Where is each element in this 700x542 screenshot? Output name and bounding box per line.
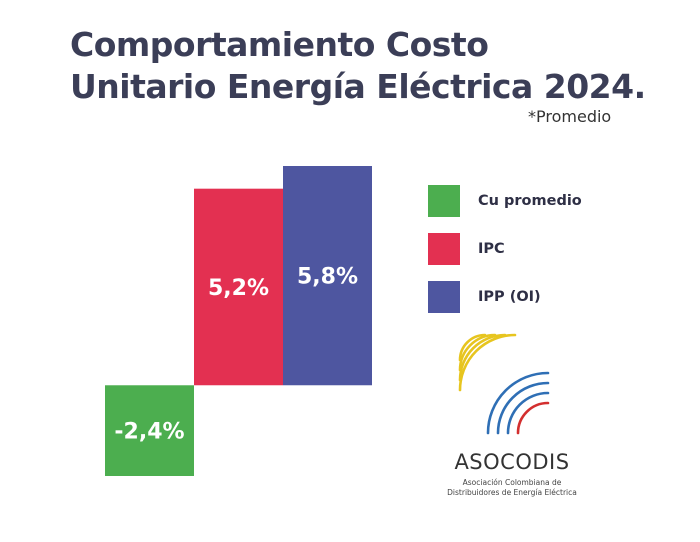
bar-ipc xyxy=(194,188,283,386)
logo-subtitle: Asociación Colombiana de Distribuidores … xyxy=(432,478,592,497)
legend-label-cu-promedio: Cu promedio xyxy=(478,193,582,209)
title-line-2: Unitario Energía Eléctrica 2024. xyxy=(70,67,646,106)
bar-cu-promedio xyxy=(105,385,194,476)
legend-swatch-cu-promedio xyxy=(428,185,460,217)
data-label-cu-promedio: -2,4% xyxy=(114,420,184,445)
chart-subtitle: *Promedio xyxy=(528,107,612,126)
logo-arcs-icon xyxy=(458,333,550,435)
legend-item-ipc: IPC xyxy=(428,233,505,265)
legend-label-ipc: IPC xyxy=(478,241,505,257)
legend-item-ipp: IPP (OI) xyxy=(428,281,541,313)
data-label-ipp-oi: 5,8% xyxy=(297,265,358,290)
legend-swatch-ipp xyxy=(428,281,460,313)
title-line-1: Comportamiento Costo xyxy=(70,25,489,64)
legend-label-ipp: IPP (OI) xyxy=(478,289,541,305)
logo-subtitle-line-1: Asociación Colombiana de xyxy=(462,478,562,487)
legend-swatch-ipc xyxy=(428,233,460,265)
bar-ipp-oi xyxy=(283,166,372,386)
data-label-ipc: 5,2% xyxy=(208,276,269,301)
asocodis-logo: ASOCODIS Asociación Colombiana de Distri… xyxy=(432,320,592,510)
chart-title: Comportamiento Costo Unitario Energía El… xyxy=(70,24,646,108)
logo-name: ASOCODIS xyxy=(454,450,570,474)
logo-subtitle-line-2: Distribuidores de Energía Eléctrica xyxy=(447,487,577,497)
legend-item-cu-promedio: Cu promedio xyxy=(428,185,582,217)
